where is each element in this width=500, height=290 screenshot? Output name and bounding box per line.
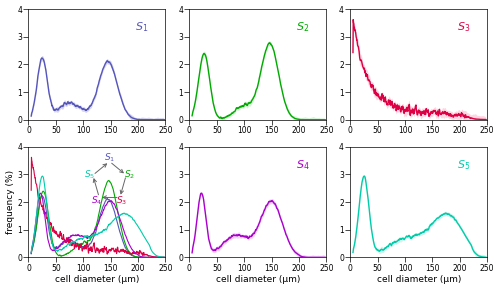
X-axis label: cell diameter (μm): cell diameter (μm) [55, 276, 139, 284]
Text: $S_2$: $S_2$ [124, 169, 135, 182]
Text: $S_1$: $S_1$ [136, 20, 148, 34]
X-axis label: cell diameter (μm): cell diameter (μm) [376, 276, 461, 284]
Text: $S_1$: $S_1$ [104, 152, 115, 164]
Text: $S_4$: $S_4$ [92, 195, 102, 207]
X-axis label: cell diameter (μm): cell diameter (μm) [216, 276, 300, 284]
Text: $S_5$: $S_5$ [84, 169, 95, 182]
Text: $S_5$: $S_5$ [457, 158, 470, 172]
Text: $S_4$: $S_4$ [296, 158, 310, 172]
Text: $S_2$: $S_2$ [296, 20, 310, 34]
Y-axis label: frequency (%): frequency (%) [6, 170, 15, 234]
Text: $S_3$: $S_3$ [116, 195, 128, 207]
Text: $S_3$: $S_3$ [457, 20, 470, 34]
